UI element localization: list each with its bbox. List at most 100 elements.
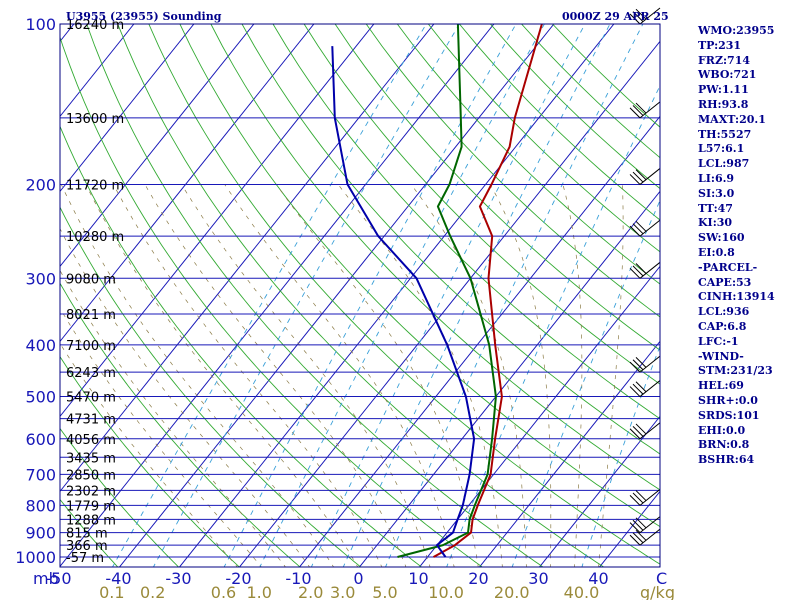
wind-barb: [629, 422, 661, 440]
temp-tick-label: -40: [105, 569, 131, 588]
wind-barb: [629, 7, 661, 25]
isotherm-line: [60, 24, 135, 118]
dry-adiabat: [148, 24, 660, 565]
pressure-tick-label: 400: [25, 336, 56, 355]
moist-adiabat: [60, 184, 335, 567]
dry-adiabat: [365, 24, 660, 318]
height-label: 4056 m: [66, 433, 116, 448]
dry-adiabat: [60, 282, 301, 567]
x-axis-unit: C: [656, 569, 667, 588]
mixing-ratio-label: 0.2: [140, 583, 165, 600]
isotherm-line: [60, 24, 75, 43]
height-label: 9080 m: [66, 272, 116, 287]
dry-adiabat: [210, 24, 660, 491]
temp-tick-label: 20: [468, 569, 488, 588]
height-label: 8021 m: [66, 308, 116, 323]
mixing-ratio-line: [152, 24, 460, 567]
wind-barb: [629, 168, 661, 185]
index-item: WBO:721: [698, 68, 757, 82]
isotherm-line: [60, 24, 435, 493]
height-label: 4731 m: [66, 413, 116, 428]
moist-adiabat: [410, 184, 527, 567]
dry-adiabat: [60, 355, 240, 567]
moist-adiabat: [489, 184, 552, 567]
mixing-ratio-label: 10.0: [428, 583, 464, 600]
height-label: 13600 m: [66, 112, 124, 127]
moist-adiabat: [60, 269, 286, 567]
height-label: 6243 m: [66, 366, 116, 381]
index-item: FRZ:714: [698, 53, 751, 67]
mixing-ratio-line: [310, 24, 586, 567]
moist-adiabat: [598, 184, 624, 567]
mixing-ratio-label: 1.0: [246, 583, 271, 600]
isotherm-line: [118, 24, 555, 567]
mixing-ratio-label: 3.0: [330, 583, 355, 600]
height-label: 815 m: [66, 527, 108, 542]
height-label: -57 m: [66, 551, 104, 566]
height-label: 11720 m: [66, 178, 124, 193]
isotherm-line: [60, 24, 255, 268]
index-item: PW:1.11: [698, 83, 749, 97]
height-label: 1779 m: [66, 499, 116, 514]
series-line: [331, 46, 476, 558]
index-item: SW:160: [698, 231, 745, 245]
wind-barb: [629, 261, 661, 279]
index-item: SI:3.0: [698, 186, 735, 200]
dry-adiabat: [60, 125, 423, 567]
moist-adiabat: [85, 184, 359, 567]
dry-adiabat: [60, 35, 483, 567]
height-label: 5470 m: [66, 391, 116, 406]
isotherm-line: [178, 24, 615, 567]
dry-adiabat: [334, 24, 660, 351]
isotherm-line: [538, 415, 660, 567]
index-item: LCL:936: [698, 305, 750, 319]
index-item: HEL:69: [698, 379, 744, 393]
wind-barb: [629, 488, 661, 506]
isotherm-line: [60, 24, 315, 343]
index-item: RH:93.8: [698, 97, 749, 111]
isotherm-line: [60, 24, 195, 193]
height-label: 3435 m: [66, 451, 116, 466]
mixing-ratio-line: [511, 199, 660, 567]
isotherm-line: [298, 115, 660, 567]
mixing-ratio-line: [223, 24, 517, 567]
index-item: EI:0.8: [698, 245, 735, 259]
temp-tick-label: 30: [528, 569, 548, 588]
temp-tick-label: -20: [225, 569, 251, 588]
dry-adiabat: [272, 24, 660, 420]
moist-adiabat: [337, 184, 503, 567]
mixing-ratio-line: [259, 24, 545, 567]
pressure-tick-label: 900: [25, 524, 56, 543]
wind-barbs: [629, 7, 661, 546]
dry-adiabat: [117, 24, 605, 567]
moist-adiabat: [60, 228, 310, 567]
y-axis-unit: mb: [33, 569, 59, 588]
series-line: [397, 24, 497, 558]
index-item: WMO:23955: [698, 24, 775, 37]
index-item: LCL:987: [698, 157, 750, 171]
height-label: 16240 m: [66, 18, 124, 33]
moist-adiabat: [144, 184, 407, 567]
dry-adiabat: [86, 24, 544, 567]
wind-barb: [629, 516, 661, 534]
mixing-ratio-label: 40.0: [564, 583, 600, 600]
height-label: 1288 m: [66, 513, 116, 528]
index-item: STM:231/23: [698, 364, 773, 378]
moist-adiabat: [60, 307, 262, 567]
dry-adiabat: [179, 24, 660, 528]
dry-adiabat: [60, 498, 119, 567]
temp-tick-label: -10: [285, 569, 311, 588]
index-item: -WIND-: [698, 349, 744, 363]
dry-adiabat: [396, 24, 660, 285]
mixing-ratio-line: [446, 84, 660, 567]
mixing-ratio-line: [111, 24, 427, 567]
wind-barb: [629, 380, 661, 397]
chart-datetime: 0000Z 29 APR 25: [562, 10, 669, 23]
index-item: CAP:6.8: [698, 319, 747, 333]
mixing-ratio-label: 5.0: [372, 583, 397, 600]
height-label: 10280 m: [66, 230, 124, 245]
index-item: TH:5527: [698, 127, 752, 141]
dry-adiabat: [60, 206, 362, 567]
pressure-tick-label: 500: [25, 388, 56, 407]
height-label: 2850 m: [66, 468, 116, 483]
